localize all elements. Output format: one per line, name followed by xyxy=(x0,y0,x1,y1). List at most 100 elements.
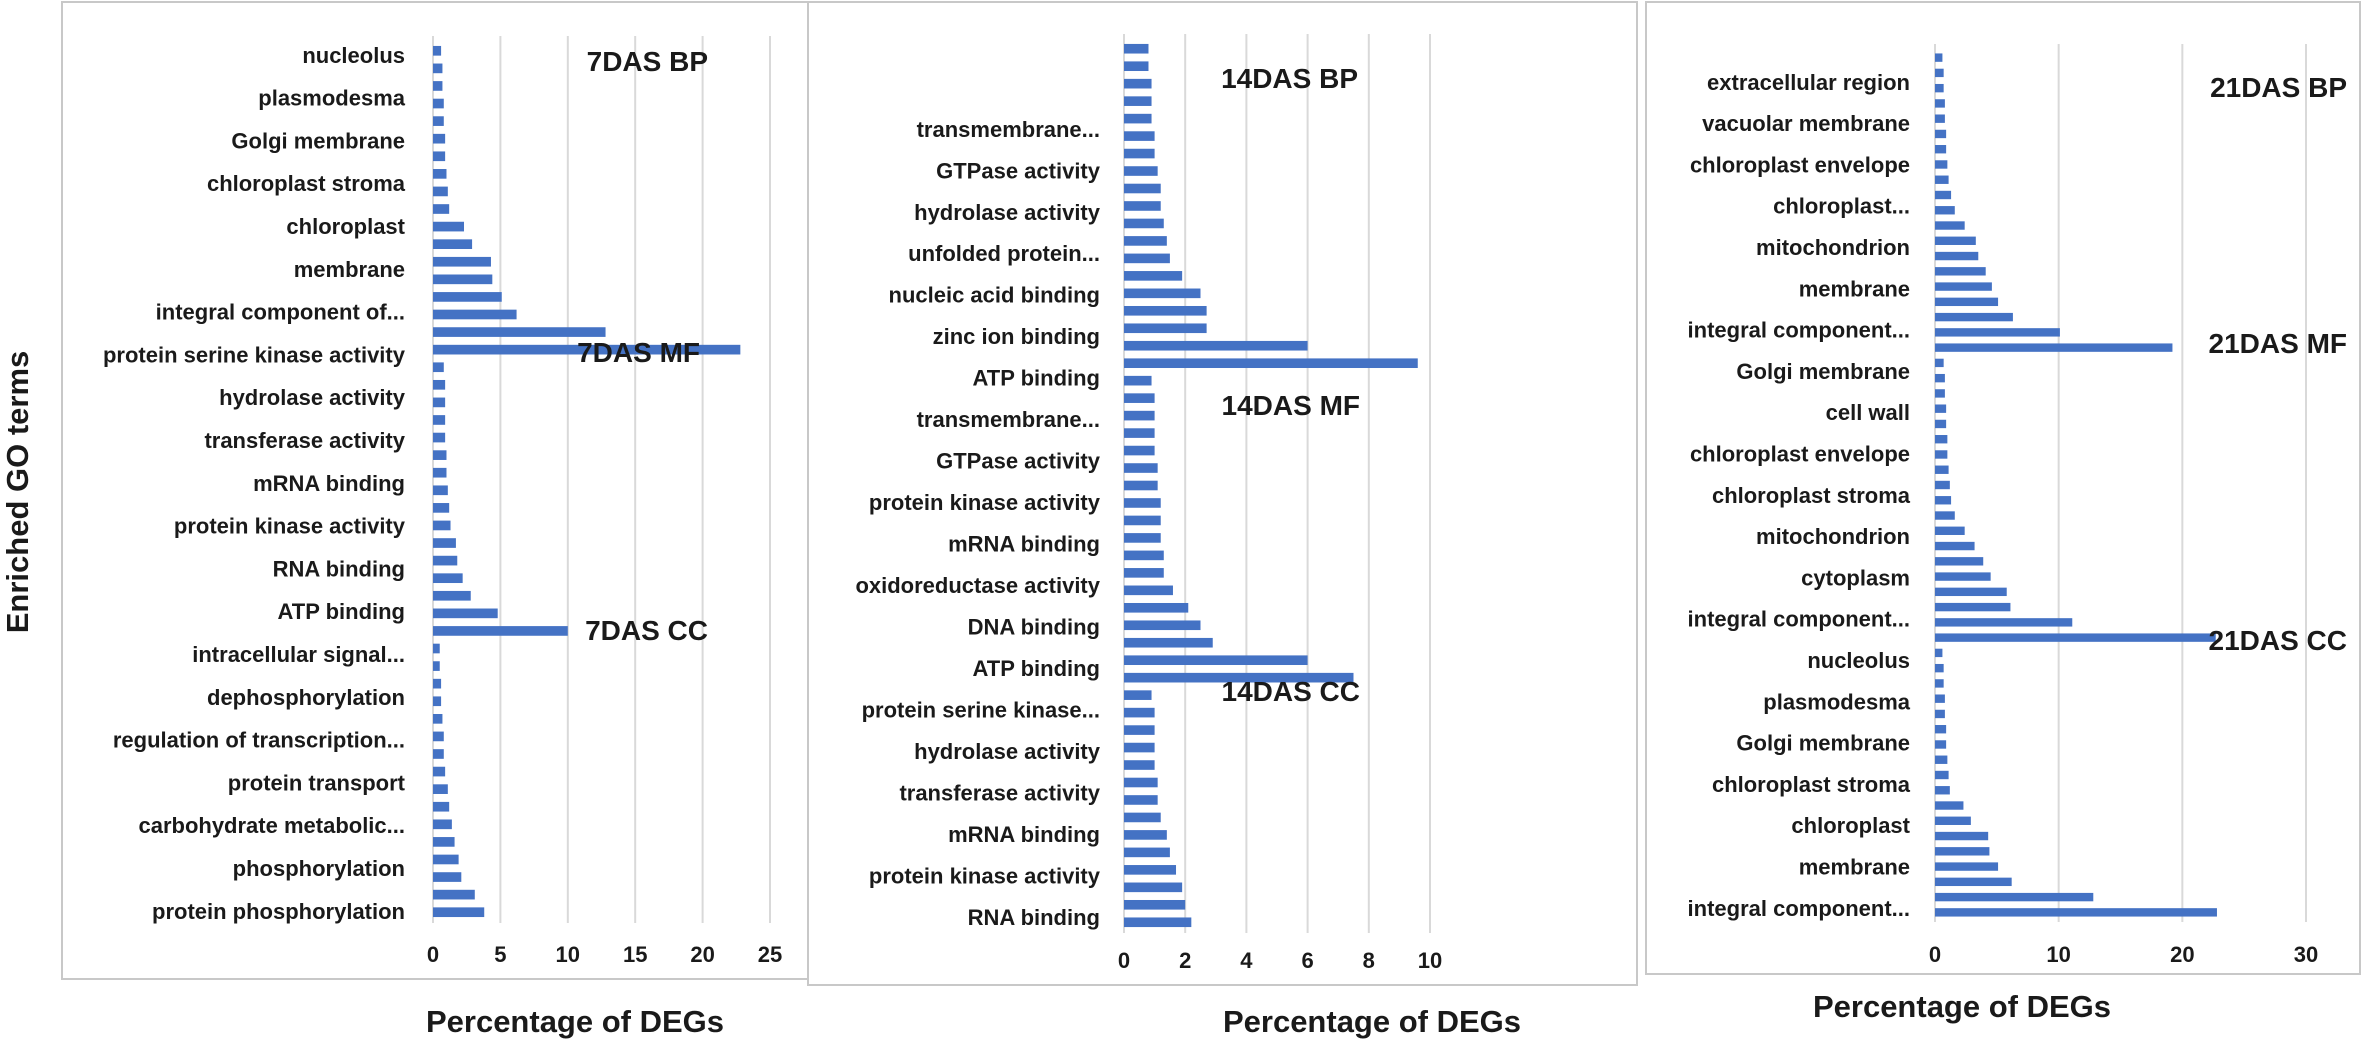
category-label: hydrolase activity xyxy=(914,200,1101,225)
category-label: mitochondrion xyxy=(1756,235,1910,260)
bar xyxy=(1124,760,1155,770)
x-tick-label: 2 xyxy=(1179,948,1191,973)
bar xyxy=(433,661,440,671)
bar xyxy=(433,186,448,197)
category-label: Golgi membrane xyxy=(1736,359,1910,384)
bar xyxy=(1124,393,1155,403)
x-axis-title: Percentage of DEGs xyxy=(1813,989,2111,1024)
bar xyxy=(1935,847,1990,856)
bar xyxy=(1935,129,1947,139)
bar xyxy=(1124,480,1158,491)
category-label: plasmodesma xyxy=(258,86,405,111)
bar xyxy=(1935,908,2217,917)
bar xyxy=(1935,633,2216,642)
bar xyxy=(1124,690,1152,700)
category-label: transferase activity xyxy=(899,780,1100,805)
chart-panel-14das: 0 2 4 6 8 10 transmembrane... GTPase activity hy… xyxy=(807,1,1638,1039)
bar xyxy=(1935,328,2060,337)
category-label: ATP binding xyxy=(973,656,1101,681)
bar xyxy=(1935,496,1952,505)
bar xyxy=(1935,602,2011,612)
bar xyxy=(433,397,446,408)
x-tick-label: 15 xyxy=(623,942,647,967)
category-label: chloroplast... xyxy=(1773,194,1910,219)
category-label: RNA binding xyxy=(273,556,405,581)
bar xyxy=(433,573,463,584)
bar xyxy=(1935,725,1947,734)
category-label: integral component... xyxy=(1688,607,1910,632)
category-label: dephosphorylation xyxy=(207,685,405,710)
bar xyxy=(1935,679,1944,688)
bar xyxy=(1935,572,1991,581)
bar xyxy=(1935,190,1952,200)
category-label: chloroplast stroma xyxy=(1712,772,1911,797)
bar xyxy=(433,766,446,777)
bar xyxy=(1935,358,1944,368)
category-label: mRNA binding xyxy=(948,532,1100,557)
bar xyxy=(1124,410,1155,421)
bar xyxy=(1124,463,1158,473)
bar xyxy=(1935,312,2013,322)
category-label: transferase activity xyxy=(204,428,405,453)
bar xyxy=(1124,917,1192,928)
category-label: hydrolase activity xyxy=(914,739,1101,764)
bar xyxy=(433,116,444,126)
bar xyxy=(1124,358,1418,369)
bar xyxy=(1124,61,1149,72)
category-label: zinc ion binding xyxy=(933,324,1100,349)
bar xyxy=(433,81,443,91)
bar xyxy=(1935,236,1976,245)
bar xyxy=(1935,618,2073,627)
bar xyxy=(1935,465,1949,474)
x-axis-title: Percentage of DEGs xyxy=(1223,1004,1521,1039)
bar xyxy=(1124,742,1155,753)
category-label: membrane xyxy=(294,257,405,282)
chart-panel-7das: 0 5 10 15 20 25 nucleolus plasmodesma Golgi memb… xyxy=(61,1,831,1039)
bar xyxy=(433,872,462,882)
category-label: GTPase activity xyxy=(936,449,1101,474)
category-label: nucleolus xyxy=(302,43,405,68)
panel-frame xyxy=(807,1,1638,986)
bar xyxy=(1935,862,1999,871)
bar xyxy=(1935,663,1944,673)
bar xyxy=(1124,585,1173,596)
category-label: mRNA binding xyxy=(948,822,1100,847)
bar xyxy=(433,292,502,302)
x-tick-label: 6 xyxy=(1301,948,1313,973)
bar xyxy=(1935,831,1989,841)
category-label: membrane xyxy=(1799,276,1910,301)
category-label: vacuolar membrane xyxy=(1702,111,1910,136)
bar xyxy=(433,854,459,865)
category-label: Golgi membrane xyxy=(231,128,405,153)
category-label: nucleolus xyxy=(1807,648,1910,673)
bar xyxy=(1935,343,2173,352)
category-label: chloroplast stroma xyxy=(1712,483,1911,508)
bar xyxy=(1124,865,1177,875)
bar xyxy=(433,713,443,724)
category-label: protein kinase activity xyxy=(869,490,1101,515)
bar xyxy=(433,327,606,337)
category-label: protein serine kinase... xyxy=(862,697,1100,722)
bar xyxy=(1935,267,1986,276)
bar xyxy=(433,133,446,144)
bar xyxy=(1124,812,1161,823)
bar xyxy=(1124,288,1201,299)
bar xyxy=(1124,847,1170,858)
bar xyxy=(1124,533,1161,543)
bar xyxy=(433,450,447,460)
bar xyxy=(1935,786,1950,795)
section-label: 7DAS CC xyxy=(585,615,708,646)
bar xyxy=(433,239,473,250)
category-label: GTPase activity xyxy=(936,158,1101,183)
category-label: carbohydrate metabolic... xyxy=(138,813,405,838)
category-label: chloroplast stroma xyxy=(207,171,406,196)
bar xyxy=(1935,740,1947,749)
category-label: RNA binding xyxy=(968,905,1100,930)
bar xyxy=(1935,297,1999,307)
bar xyxy=(433,344,741,355)
category-label: protein kinase activity xyxy=(174,514,406,539)
section-label: 7DAS MF xyxy=(577,337,700,368)
category-label: extracellular region xyxy=(1707,70,1910,95)
bar xyxy=(1935,480,1950,490)
bar xyxy=(1935,511,1955,520)
